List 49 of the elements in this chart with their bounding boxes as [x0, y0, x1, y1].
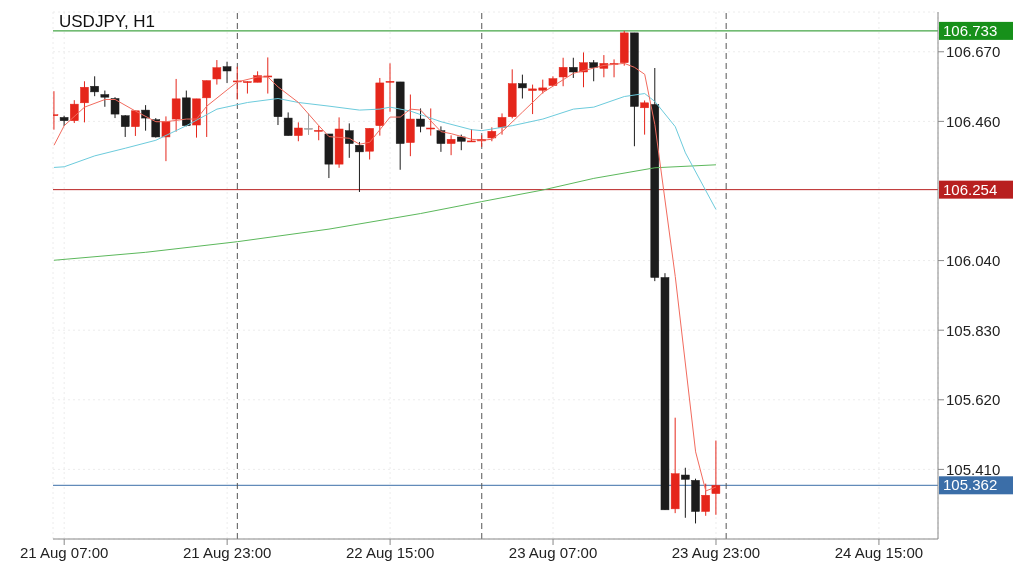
candlestick — [589, 59, 598, 82]
candlestick — [70, 99, 79, 124]
ref-line-label: 106.733 — [943, 21, 998, 39]
candlestick — [518, 74, 527, 100]
candlestick — [80, 80, 89, 123]
ref-line-label: 106.254 — [943, 180, 998, 198]
x-tick-label: 23 Aug 23:00 — [671, 543, 761, 561]
candlestick — [426, 107, 435, 137]
candlestick — [569, 57, 578, 79]
candlestick — [640, 100, 649, 136]
candlestick — [711, 440, 721, 516]
x-tick-label: 21 Aug 23:00 — [182, 543, 272, 561]
candlestick — [579, 51, 588, 88]
candlestick — [406, 94, 415, 157]
y-tick-label: 105.830 — [946, 321, 1001, 339]
candlestick — [355, 141, 364, 193]
candlestick — [681, 467, 690, 519]
y-tick-label: 106.040 — [946, 251, 1001, 269]
candlestick — [222, 61, 232, 84]
candlestick — [202, 80, 211, 138]
candlestick — [283, 111, 293, 137]
y-tick-label: 105.620 — [946, 391, 1001, 409]
ref-line-label: 105.362 — [943, 476, 998, 494]
candlestick — [110, 96, 120, 119]
chart-title: USDJPY, H1 — [59, 12, 156, 32]
candlestick — [90, 75, 99, 97]
candlestick — [558, 57, 568, 87]
x-tick-label: 24 Aug 15:00 — [834, 543, 924, 561]
candlestick — [171, 78, 181, 133]
candlestick — [120, 114, 130, 138]
candlestick — [497, 112, 507, 136]
y-tick-label: 105.410 — [946, 460, 1001, 478]
candlestick — [151, 117, 161, 139]
candlestick — [365, 127, 374, 160]
candlestick — [59, 115, 69, 127]
x-tick-label: 21 Aug 07:00 — [19, 543, 109, 561]
candlestick — [131, 110, 140, 137]
y-tick-label: 106.460 — [946, 112, 1001, 130]
x-tick-label: 23 Aug 07:00 — [508, 543, 598, 561]
candlestick — [416, 107, 425, 133]
candlestick — [304, 112, 313, 136]
candlestick — [436, 125, 446, 153]
x-tick-label: 22 Aug 15:00 — [345, 543, 435, 561]
candlestick — [345, 122, 354, 159]
candlestick — [701, 483, 710, 517]
y-tick-label: 106.670 — [946, 43, 1001, 61]
candlestick — [446, 134, 456, 156]
candlestick — [294, 121, 303, 142]
candlestick — [212, 59, 222, 86]
